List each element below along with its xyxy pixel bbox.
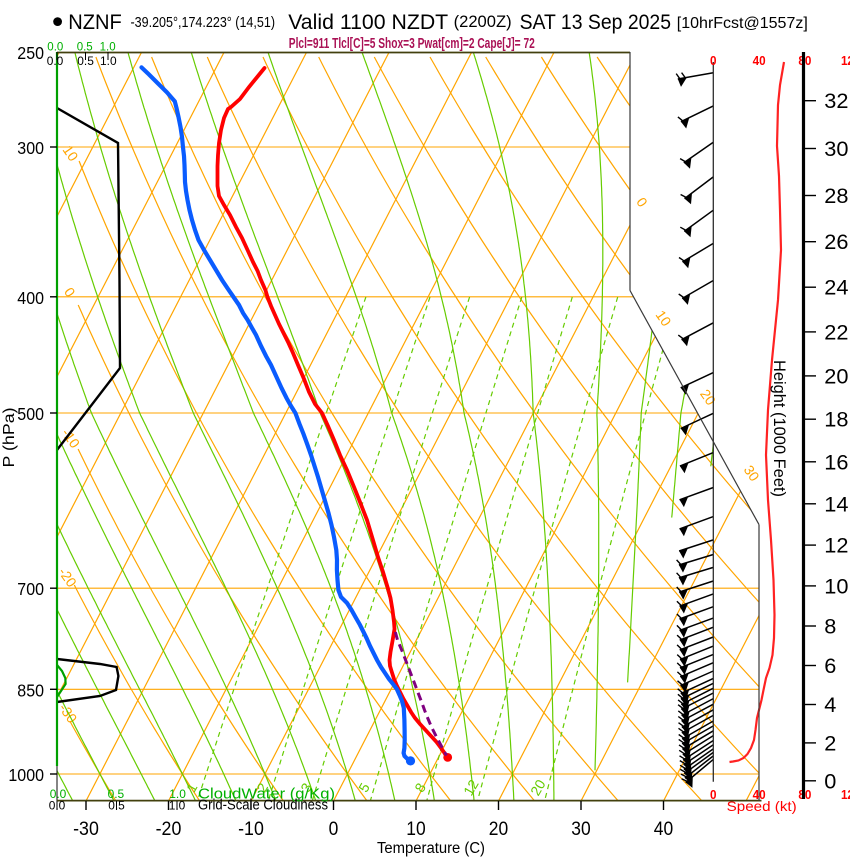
- svg-text:Temperature (C): Temperature (C): [377, 840, 485, 857]
- svg-text:-10: -10: [238, 819, 264, 840]
- svg-text:-39.205°,174.223° (14,51): -39.205°,174.223° (14,51): [131, 15, 276, 31]
- svg-text:40: 40: [753, 53, 766, 68]
- svg-text:1.0: 1.0: [169, 787, 186, 801]
- svg-text:0: 0: [710, 787, 717, 802]
- svg-text:120: 120: [841, 787, 850, 802]
- svg-text:12: 12: [824, 534, 848, 558]
- svg-text:Height (1000 Feet): Height (1000 Feet): [770, 360, 788, 497]
- svg-text:8: 8: [824, 615, 836, 639]
- svg-text:16: 16: [824, 450, 848, 474]
- svg-text:Valid 1100 NZDT: Valid 1100 NZDT: [288, 10, 448, 34]
- svg-text:0: 0: [710, 53, 717, 68]
- svg-text:0.0: 0.0: [47, 54, 64, 68]
- svg-text:24: 24: [824, 276, 848, 300]
- svg-text:Speed (kt): Speed (kt): [727, 798, 797, 814]
- svg-text:850: 850: [17, 680, 44, 700]
- svg-text:0: 0: [329, 819, 339, 840]
- svg-text:0.5: 0.5: [108, 787, 125, 801]
- svg-text:0.0: 0.0: [50, 787, 67, 801]
- svg-text:-30: -30: [73, 819, 99, 840]
- svg-text:Grid-Scale Cloudiness: Grid-Scale Cloudiness: [198, 798, 328, 814]
- svg-text:0.5: 0.5: [77, 54, 94, 68]
- svg-text:700: 700: [17, 579, 44, 599]
- svg-text:(2200Z): (2200Z): [454, 13, 512, 31]
- svg-text:20: 20: [489, 819, 508, 840]
- svg-text:20: 20: [527, 777, 549, 799]
- svg-text:40: 40: [753, 787, 766, 802]
- svg-text:250: 250: [17, 43, 44, 63]
- svg-text:10: 10: [824, 574, 848, 598]
- svg-text:30: 30: [571, 819, 590, 840]
- svg-text:12: 12: [460, 777, 482, 799]
- svg-text:-20: -20: [156, 819, 182, 840]
- svg-text:40: 40: [654, 819, 673, 840]
- svg-text:0: 0: [824, 769, 836, 793]
- svg-text:NZNF: NZNF: [68, 10, 122, 34]
- svg-text:500: 500: [17, 404, 44, 424]
- svg-text:1.0: 1.0: [100, 40, 116, 54]
- svg-text:120: 120: [841, 53, 850, 68]
- svg-text:P (hPa): P (hPa): [1, 408, 18, 468]
- svg-text:14: 14: [824, 492, 848, 516]
- svg-text:18: 18: [824, 408, 848, 432]
- svg-text:26: 26: [824, 230, 848, 254]
- svg-text:0.0: 0.0: [47, 40, 63, 54]
- svg-text:Plcl=911 Tlcl[C]=5 Shox=3 Pwat: Plcl=911 Tlcl[C]=5 Shox=3 Pwat[cm]=2 Cap…: [289, 36, 535, 52]
- svg-text:CloudWater (g/Kg): CloudWater (g/Kg): [198, 787, 335, 803]
- svg-text:6: 6: [824, 654, 836, 678]
- svg-text:1.0: 1.0: [100, 54, 117, 68]
- svg-text:30: 30: [824, 137, 848, 161]
- svg-text:SAT 13 Sep 2025: SAT 13 Sep 2025: [520, 10, 671, 34]
- svg-text:2: 2: [824, 731, 836, 755]
- svg-text:300: 300: [17, 138, 44, 158]
- svg-text:400: 400: [17, 288, 44, 308]
- svg-text:4: 4: [824, 693, 836, 717]
- svg-text:22: 22: [824, 320, 848, 344]
- svg-text:32: 32: [824, 89, 848, 113]
- svg-text:28: 28: [824, 184, 848, 208]
- svg-text:0.5: 0.5: [77, 40, 93, 54]
- svg-text:10: 10: [406, 819, 425, 840]
- svg-text:[10hrFcst@1557z]: [10hrFcst@1557z]: [677, 15, 808, 32]
- svg-text:1000: 1000: [8, 765, 44, 785]
- svg-text:20: 20: [824, 364, 848, 388]
